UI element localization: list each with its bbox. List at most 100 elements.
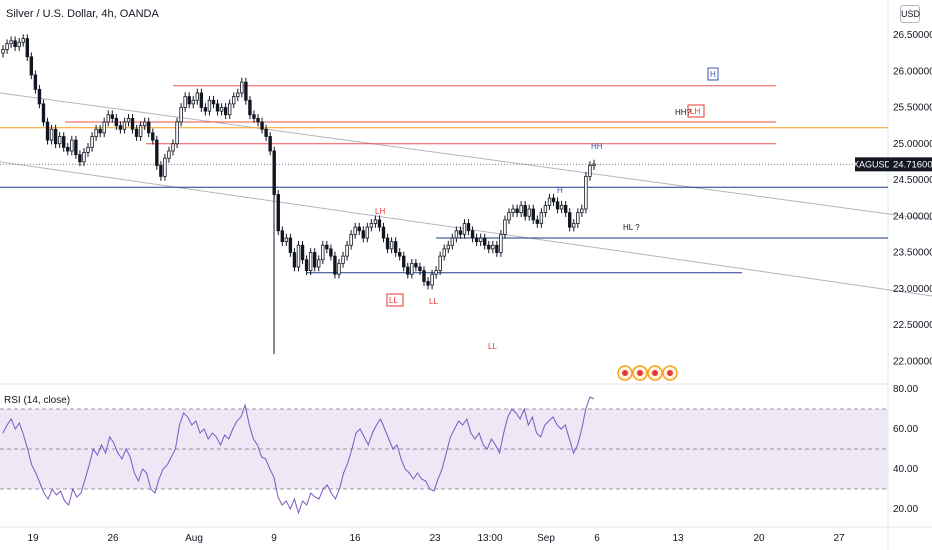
rsi-title: RSI (14, close) <box>4 395 71 406</box>
rsi-tick-label: 40.00 <box>893 464 918 475</box>
x-tick-label: Sep <box>537 533 555 544</box>
candle-body <box>134 128 139 137</box>
candle-body <box>118 125 123 130</box>
candle-body <box>5 43 9 50</box>
rsi-tick-label: 60.00 <box>893 424 918 435</box>
candle-body <box>317 259 321 268</box>
candle-body <box>572 223 576 228</box>
candle-body <box>179 107 183 123</box>
candle-body <box>41 103 46 123</box>
rsi-tick-label: 20.00 <box>893 504 918 515</box>
candle-body <box>539 212 544 224</box>
candle-body <box>171 143 175 152</box>
candle-body <box>551 197 556 203</box>
candle-body <box>580 208 584 214</box>
candle-body <box>321 244 325 261</box>
candle-body <box>183 96 187 108</box>
candle-body <box>256 117 260 123</box>
x-tick-label: 16 <box>349 533 361 544</box>
candle-body <box>280 230 285 243</box>
candle-body <box>260 121 264 130</box>
candle-body <box>252 114 256 119</box>
candle-body <box>122 121 127 130</box>
candle-body <box>232 96 236 105</box>
candle-body <box>410 262 414 275</box>
candle-body <box>288 237 293 253</box>
annotation-box <box>687 104 705 118</box>
candle-body <box>495 244 499 253</box>
candle-body <box>276 194 280 232</box>
candle-body <box>236 92 240 98</box>
candle-body <box>418 266 422 272</box>
x-tick-label: 19 <box>27 533 39 544</box>
candle-body <box>53 128 58 145</box>
annotation-label: H <box>557 186 563 195</box>
x-tick-label: 23 <box>429 533 441 544</box>
candle-body <box>227 103 232 116</box>
candle-body <box>147 121 151 134</box>
candle-body <box>57 136 62 145</box>
candle-body <box>487 244 491 250</box>
candle-body <box>1 49 5 54</box>
candle-body <box>13 40 17 47</box>
y-tick-label: 25.50000 <box>893 103 932 114</box>
y-tick-label: 23.00000 <box>893 284 932 295</box>
symbol-tag <box>855 157 889 172</box>
candle-body <box>244 81 248 101</box>
candle-body <box>49 128 54 141</box>
candle-body <box>503 219 507 235</box>
candle-body <box>470 230 475 239</box>
candle-body <box>203 107 208 112</box>
candle-body <box>507 212 511 221</box>
candle-body <box>219 107 224 112</box>
candle-body <box>426 281 430 286</box>
annotation-box <box>707 67 719 81</box>
annotation-box <box>386 293 404 307</box>
candle-body <box>511 208 515 214</box>
economic-events-icons[interactable] <box>617 365 678 381</box>
candle-body <box>110 114 114 119</box>
symbol-label: XAGUSD <box>853 159 892 169</box>
candle-body <box>474 237 479 243</box>
candle-body <box>402 255 406 268</box>
candle-body <box>373 219 378 224</box>
candle-body <box>9 40 13 45</box>
y-tick-label: 24.50000 <box>893 175 932 186</box>
y-tick-label: 25.00000 <box>893 139 932 150</box>
candle-body <box>284 237 289 243</box>
candle-body <box>389 241 394 250</box>
candle-body <box>215 103 220 112</box>
candle-body <box>377 219 382 228</box>
x-tick-label: 26 <box>107 533 119 544</box>
chart-title: Silver / U.S. Dollar, 4h, OANDA <box>6 8 159 20</box>
candle-body <box>527 208 531 217</box>
candle-body <box>414 262 418 268</box>
candle-body <box>543 204 548 214</box>
candle-body <box>187 96 191 105</box>
annotation-label: LH <box>375 207 385 216</box>
candle-body <box>300 244 305 261</box>
candle-body <box>70 139 74 152</box>
candle-body <box>74 139 78 156</box>
candle-body <box>126 117 131 123</box>
candle-body <box>114 117 119 127</box>
candle-body <box>547 197 552 206</box>
candle-body <box>155 139 159 166</box>
candle-body <box>450 237 455 246</box>
candle-body <box>151 132 155 141</box>
candle-body <box>576 212 580 224</box>
candle-body <box>588 165 592 177</box>
candle-body <box>191 99 195 105</box>
price-tag <box>889 157 932 172</box>
candle-body <box>329 248 333 257</box>
candle-body <box>66 146 70 152</box>
candle-body <box>349 233 353 246</box>
trend-line <box>0 92 932 221</box>
candle-body <box>406 266 410 275</box>
candle-body <box>195 92 200 101</box>
candle-body <box>138 125 143 137</box>
x-tick-label: Aug <box>185 533 203 544</box>
y-tick-label: 24.00000 <box>893 211 932 222</box>
currency-button[interactable]: USD <box>900 5 920 23</box>
